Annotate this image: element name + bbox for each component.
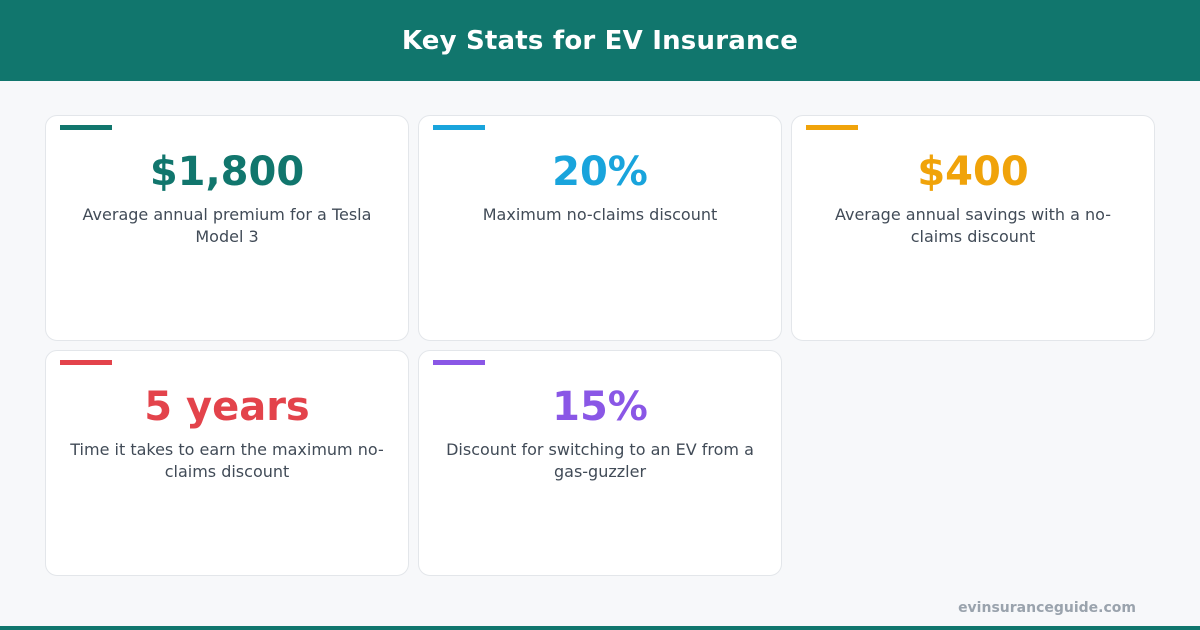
stat-card-years: 5 years Time it takes to earn the maximu… xyxy=(45,350,409,576)
stat-description: Discount for switching to an EV from a g… xyxy=(446,440,754,481)
stat-card-savings: $400 Average annual savings with a no-cl… xyxy=(791,115,1155,341)
stat-card-max-discount: 20% Maximum no-claims discount xyxy=(418,115,782,341)
stat-value: 15% xyxy=(552,384,648,430)
stat-description: Average annual premium for a Tesla Model… xyxy=(82,205,372,246)
stat-description: Maximum no-claims discount xyxy=(482,205,718,224)
stat-description: Average annual savings with a no-claims … xyxy=(834,205,1112,246)
header-banner: Key Stats for EV Insurance xyxy=(0,0,1200,81)
card-accent-bar xyxy=(60,125,112,130)
card-accent-bar xyxy=(433,360,485,365)
stat-card-switch-discount: 15% Discount for switching to an EV from… xyxy=(418,350,782,576)
bottom-bar xyxy=(0,626,1200,630)
card-accent-bar xyxy=(806,125,858,130)
stat-value: 20% xyxy=(552,149,648,195)
stat-value: 5 years xyxy=(144,384,310,430)
card-accent-bar xyxy=(60,360,112,365)
card-accent-bar xyxy=(433,125,485,130)
site-url: evinsuranceguide.com xyxy=(958,600,1136,616)
stat-card-premium: $1,800 Average annual premium for a Tesl… xyxy=(45,115,409,341)
page-title: Key Stats for EV Insurance xyxy=(401,25,799,56)
stat-description: Time it takes to earn the maximum no-cla… xyxy=(70,440,384,481)
stat-value: $400 xyxy=(917,149,1029,195)
stat-value: $1,800 xyxy=(149,149,305,195)
